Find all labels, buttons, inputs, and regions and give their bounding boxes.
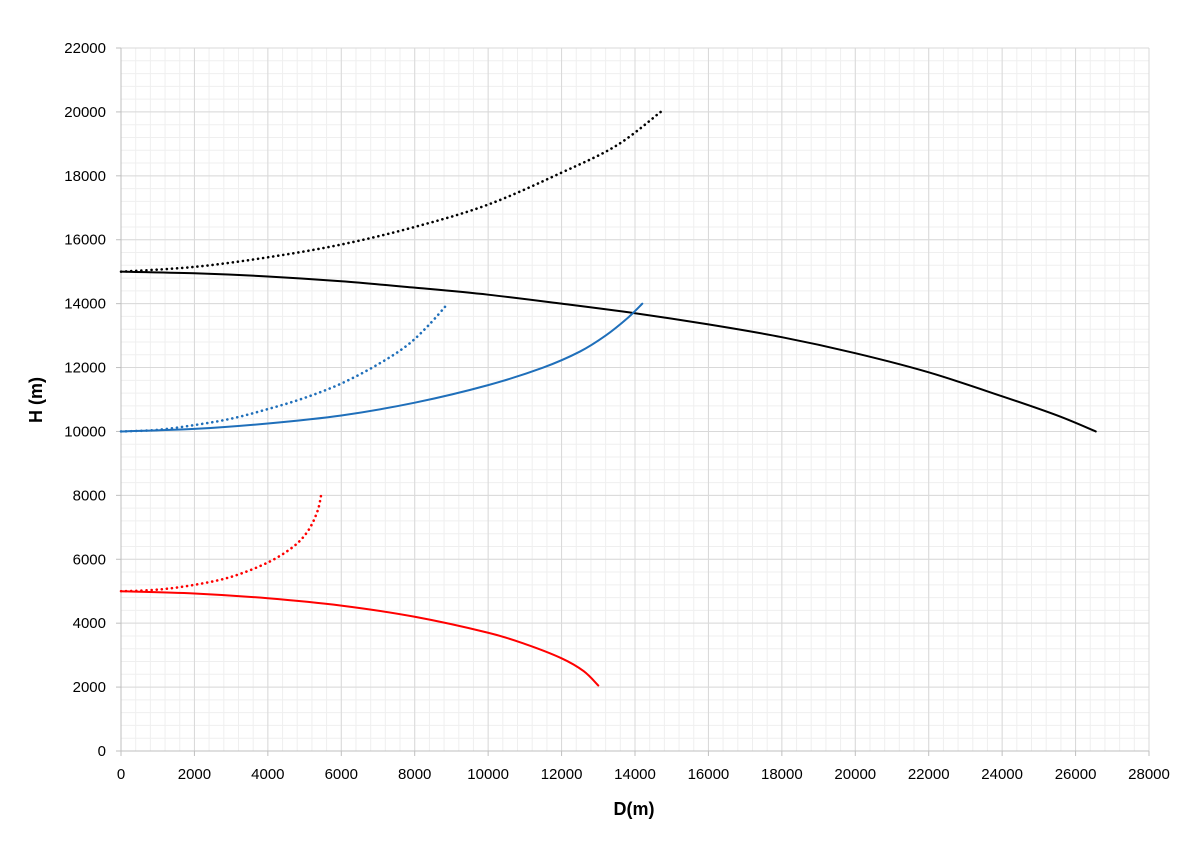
series-line-3-solid bbox=[120, 302, 644, 433]
y-tick-label: 2000 bbox=[73, 679, 106, 696]
x-tick-label: 10000 bbox=[467, 766, 509, 783]
major-gridlines bbox=[120, 47, 1150, 752]
x-tick-label: 16000 bbox=[688, 766, 730, 783]
x-axis-title: D(m) bbox=[614, 799, 655, 819]
x-tick-label: 0 bbox=[117, 766, 125, 783]
x-tick-label: 28000 bbox=[1128, 766, 1170, 783]
y-tick-label: 4000 bbox=[73, 615, 106, 632]
y-tick-labels: 0 2000 4000 6000 8000 10000 12000 14000 16000 180… bbox=[64, 40, 106, 760]
x-tick-label: 4000 bbox=[251, 766, 284, 783]
series-lines bbox=[119, 110, 1097, 687]
x-tick-label: 22000 bbox=[908, 766, 950, 783]
y-axis-title: H (m) bbox=[26, 377, 46, 423]
series-line-1-solid bbox=[120, 270, 1097, 433]
series-line-4-dotted bbox=[119, 302, 450, 433]
y-tick-label: 14000 bbox=[64, 296, 106, 313]
series-line-2-dotted bbox=[119, 110, 662, 273]
y-tick-label: 22000 bbox=[64, 40, 106, 57]
y-tick-label: 0 bbox=[98, 743, 106, 760]
x-tick-label: 24000 bbox=[981, 766, 1023, 783]
x-tick-label: 26000 bbox=[1055, 766, 1097, 783]
y-tick-label: 20000 bbox=[64, 104, 106, 121]
y-tick-label: 12000 bbox=[64, 360, 106, 377]
x-tick-label: 12000 bbox=[541, 766, 583, 783]
y-tick-label: 18000 bbox=[64, 168, 106, 185]
axes bbox=[116, 47, 1150, 756]
x-tick-label: 6000 bbox=[325, 766, 358, 783]
x-tick-labels: 0 2000 4000 6000 8000 10000 12000 14000 16000 180… bbox=[117, 766, 1170, 783]
x-tick-label: 20000 bbox=[834, 766, 876, 783]
x-tick-label: 14000 bbox=[614, 766, 656, 783]
x-tick-label: 8000 bbox=[398, 766, 431, 783]
series-line-6-dotted bbox=[119, 494, 323, 593]
series-line-5-solid bbox=[120, 590, 600, 687]
x-tick-label: 18000 bbox=[761, 766, 803, 783]
y-tick-label: 6000 bbox=[73, 551, 106, 568]
x-tick-label: 2000 bbox=[178, 766, 211, 783]
y-tick-label: 8000 bbox=[73, 487, 106, 504]
y-tick-label: 10000 bbox=[64, 423, 106, 440]
y-tick-label: 16000 bbox=[64, 232, 106, 249]
